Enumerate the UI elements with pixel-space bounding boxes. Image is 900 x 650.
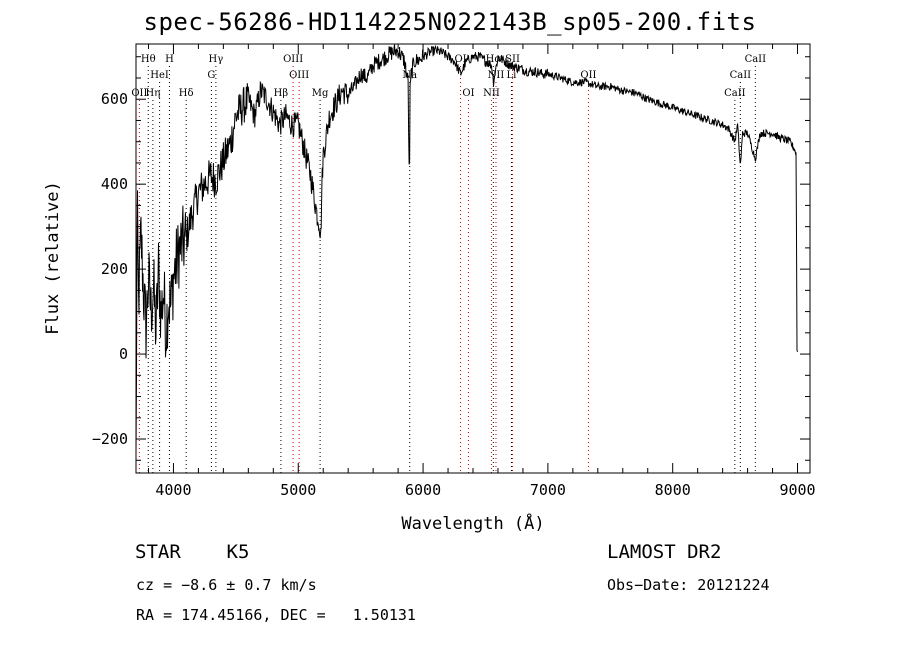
line-label: Hγ — [209, 54, 224, 65]
line-label: NII — [488, 70, 505, 81]
line-label: OI — [462, 88, 474, 99]
x-axis-label: Wavelength (Å) — [401, 512, 544, 534]
y-tick-label: 400 — [101, 175, 128, 193]
y-tick-label: −200 — [92, 430, 128, 448]
x-tick-label: 7000 — [530, 481, 566, 499]
line-label: CaII — [724, 88, 746, 99]
y-tick-label: 600 — [101, 90, 128, 108]
survey-name: LAMOST DR2 — [607, 541, 722, 563]
object-class: STAR K5 — [135, 541, 250, 563]
line-label: OIII — [289, 70, 309, 81]
line-label: CaII — [745, 54, 767, 65]
line-label: OI — [454, 54, 466, 65]
line-label: Hθ — [141, 54, 156, 65]
y-tick-label: 200 — [101, 260, 128, 278]
chart-title: spec-56286-HD114225N022143B_sp05-200.fit… — [143, 8, 757, 36]
line-label: H — [165, 54, 174, 65]
line-label: SII — [505, 54, 520, 65]
y-tick-group: −200 0 200 400 600 — [92, 56, 810, 461]
line-label: Mg — [312, 88, 329, 99]
x-tick-label: 8000 — [655, 481, 691, 499]
y-axis-label: Flux (relative) — [43, 181, 63, 335]
obs-date: Obs−Date: 20121224 — [607, 576, 770, 594]
coordinates-text: RA = 174.45166, DEC = 1.50131 — [136, 606, 416, 624]
line-label: Li — [507, 70, 517, 81]
x-tick-label: 9000 — [779, 481, 815, 499]
line-label: Na — [402, 70, 417, 81]
x-tick-group: 4000 5000 6000 7000 8000 9000 — [147, 44, 816, 499]
line-label: G — [207, 70, 215, 81]
x-tick-label: 4000 — [155, 481, 191, 499]
line-label: OII — [580, 70, 596, 81]
x-tick-label: 6000 — [405, 481, 441, 499]
y-tick-label: 0 — [119, 345, 128, 363]
spectrum-line — [135, 44, 798, 453]
line-label: NII — [483, 88, 500, 99]
redshift-text: cz = −8.6 ± 0.7 km/s — [136, 576, 317, 594]
line-label: CaII — [730, 70, 752, 81]
line-label: Hη — [145, 88, 160, 99]
line-label: OII — [131, 88, 147, 99]
line-label: Hδ — [179, 88, 194, 99]
line-label: HeI — [150, 70, 169, 81]
line-label: Hβ — [274, 88, 289, 99]
x-tick-label: 5000 — [280, 481, 316, 499]
line-label: OIII — [283, 54, 303, 65]
line-label: Hα — [486, 54, 502, 65]
plot-frame — [135, 43, 811, 474]
